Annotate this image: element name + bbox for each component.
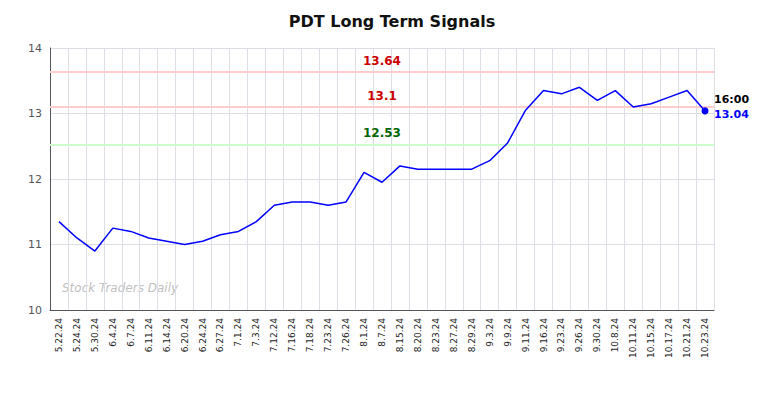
svg-text:16:00: 16:00 <box>714 93 749 106</box>
svg-text:7.16.24: 7.16.24 <box>287 318 297 353</box>
svg-text:9.9.24: 9.9.24 <box>503 318 513 347</box>
svg-text:6.11.24: 6.11.24 <box>144 318 154 353</box>
svg-text:10.17.24: 10.17.24 <box>664 318 674 358</box>
svg-text:13: 13 <box>28 107 42 120</box>
svg-text:10.8.24: 10.8.24 <box>610 318 620 353</box>
svg-text:9.11.24: 9.11.24 <box>521 318 531 353</box>
svg-text:7.26.24: 7.26.24 <box>341 318 351 353</box>
svg-text:6.7.24: 6.7.24 <box>126 318 136 347</box>
svg-text:7.1.24: 7.1.24 <box>233 318 243 347</box>
svg-text:9.23.24: 9.23.24 <box>556 318 566 353</box>
svg-text:9.3.24: 9.3.24 <box>485 318 495 347</box>
svg-text:8.23.24: 8.23.24 <box>431 318 441 353</box>
svg-text:8.27.24: 8.27.24 <box>449 318 459 353</box>
svg-text:7.23.24: 7.23.24 <box>323 318 333 353</box>
svg-text:14: 14 <box>28 42 42 55</box>
svg-text:7.3.24: 7.3.24 <box>251 318 261 347</box>
svg-text:5.30.24: 5.30.24 <box>90 318 100 353</box>
svg-text:PDT Long Term Signals: PDT Long Term Signals <box>289 12 496 31</box>
svg-text:11: 11 <box>28 238 42 251</box>
svg-text:8.29.24: 8.29.24 <box>467 318 477 353</box>
svg-text:10.23.24: 10.23.24 <box>700 318 710 358</box>
svg-text:10.21.24: 10.21.24 <box>682 318 692 358</box>
svg-text:13.64: 13.64 <box>363 54 401 68</box>
svg-text:7.12.24: 7.12.24 <box>269 318 279 353</box>
svg-text:13.04: 13.04 <box>714 108 749 121</box>
svg-text:12.53: 12.53 <box>363 126 401 140</box>
svg-text:8.7.24: 8.7.24 <box>377 318 387 347</box>
svg-text:5.24.24: 5.24.24 <box>72 318 82 353</box>
svg-text:6.24.24: 6.24.24 <box>198 318 208 353</box>
svg-text:9.26.24: 9.26.24 <box>574 318 584 353</box>
svg-text:13.1: 13.1 <box>367 89 397 103</box>
svg-text:7.18.24: 7.18.24 <box>305 318 315 353</box>
svg-text:12: 12 <box>28 173 42 186</box>
svg-text:5.22.24: 5.22.24 <box>54 318 64 353</box>
svg-text:9.16.24: 9.16.24 <box>539 318 549 353</box>
svg-text:Stock Traders Daily: Stock Traders Daily <box>62 281 179 295</box>
svg-text:6.27.24: 6.27.24 <box>215 318 225 353</box>
svg-text:10.11.24: 10.11.24 <box>628 318 638 358</box>
svg-text:8.1.24: 8.1.24 <box>359 318 369 347</box>
svg-text:8.20.24: 8.20.24 <box>413 318 423 353</box>
svg-text:8.15.24: 8.15.24 <box>395 318 405 353</box>
svg-text:6.20.24: 6.20.24 <box>180 318 190 353</box>
svg-text:10: 10 <box>28 304 42 317</box>
svg-text:6.4.24: 6.4.24 <box>108 318 118 347</box>
svg-text:10.15.24: 10.15.24 <box>646 318 656 358</box>
svg-text:6.14.24: 6.14.24 <box>162 318 172 353</box>
svg-text:9.30.24: 9.30.24 <box>592 318 602 353</box>
